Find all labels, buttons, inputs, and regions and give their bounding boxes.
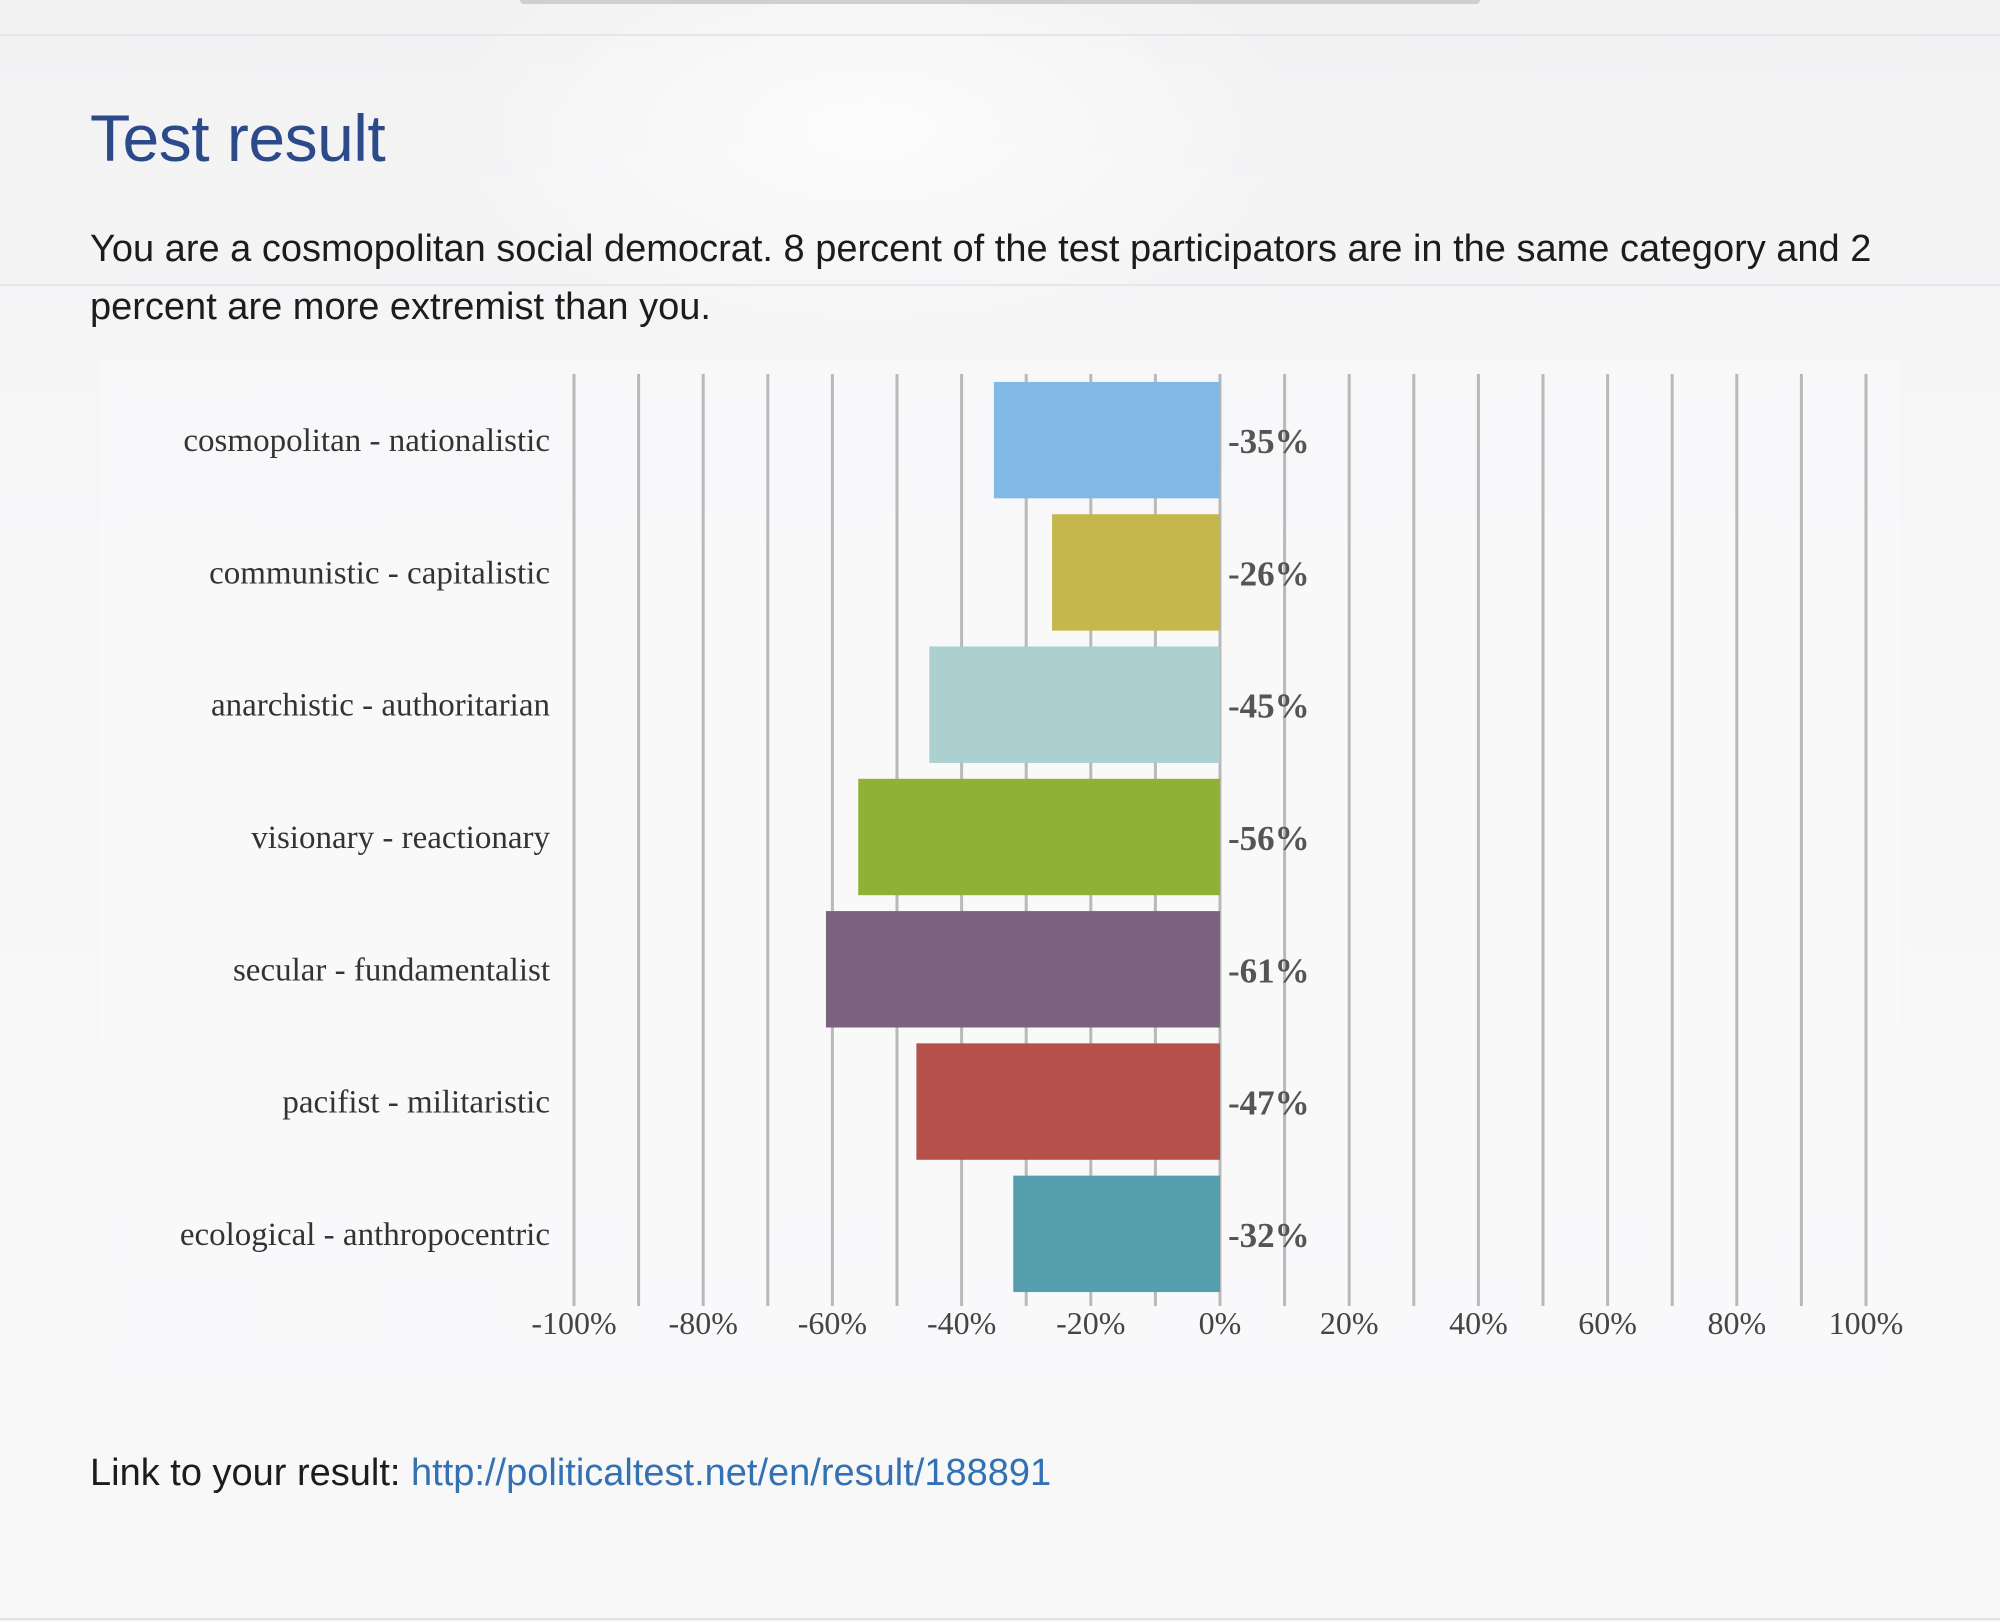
top-divider	[0, 34, 2000, 36]
category-label: visionary - reactionary	[251, 820, 550, 856]
category-label: ecological - anthropocentric	[180, 1217, 550, 1253]
bar	[929, 646, 1220, 763]
category-label: anarchistic - authoritarian	[211, 688, 550, 724]
bar	[1052, 514, 1220, 631]
result-summary: You are a cosmopolitan social democrat. …	[90, 228, 1872, 328]
x-tick-label: -100%	[531, 1305, 616, 1341]
x-tick-label: -40%	[927, 1305, 996, 1341]
category-label: secular - fundamentalist	[233, 952, 550, 988]
bar	[825, 911, 1220, 1028]
page-title: Test result	[90, 101, 386, 175]
value-label: -61%	[1228, 951, 1310, 990]
value-label: -47%	[1228, 1084, 1310, 1123]
x-tick-label: 80%	[1707, 1305, 1766, 1341]
x-tick-label: -80%	[669, 1305, 738, 1341]
category-label: pacifist - militaristic	[282, 1085, 550, 1121]
bottom-divider	[0, 1618, 2000, 1620]
bar	[858, 778, 1220, 896]
header-bar	[520, 0, 1480, 4]
result-link-label: Link to your result:	[90, 1452, 401, 1494]
category-label: communistic - capitalistic	[209, 555, 550, 591]
value-label: -35%	[1228, 422, 1310, 461]
x-tick-label: 20%	[1320, 1305, 1379, 1341]
bar	[916, 1043, 1220, 1160]
x-tick-label: 100%	[1829, 1305, 1904, 1341]
value-label: -26%	[1228, 554, 1310, 593]
bar	[1013, 1175, 1220, 1293]
x-tick-label: -20%	[1056, 1305, 1125, 1341]
x-tick-label: 0%	[1199, 1305, 1242, 1341]
x-tick-label: 60%	[1578, 1305, 1637, 1341]
result-link[interactable]: http://politicaltest.net/en/result/18889…	[411, 1452, 1052, 1494]
value-label: -32%	[1228, 1216, 1310, 1255]
bar	[993, 381, 1220, 499]
chart-labels: cosmopolitan - nationalistic -35% communis…	[180, 422, 1903, 1341]
x-tick-label: 40%	[1449, 1305, 1508, 1341]
result-link-line: Link to your result: http://politicaltes…	[90, 1452, 1051, 1495]
value-label: -56%	[1228, 819, 1310, 858]
chart-bars	[825, 381, 1220, 1293]
category-label: cosmopolitan - nationalistic	[183, 423, 550, 459]
section-divider	[0, 284, 2000, 286]
x-tick-label: -60%	[798, 1305, 867, 1341]
value-label: -45%	[1228, 687, 1310, 726]
